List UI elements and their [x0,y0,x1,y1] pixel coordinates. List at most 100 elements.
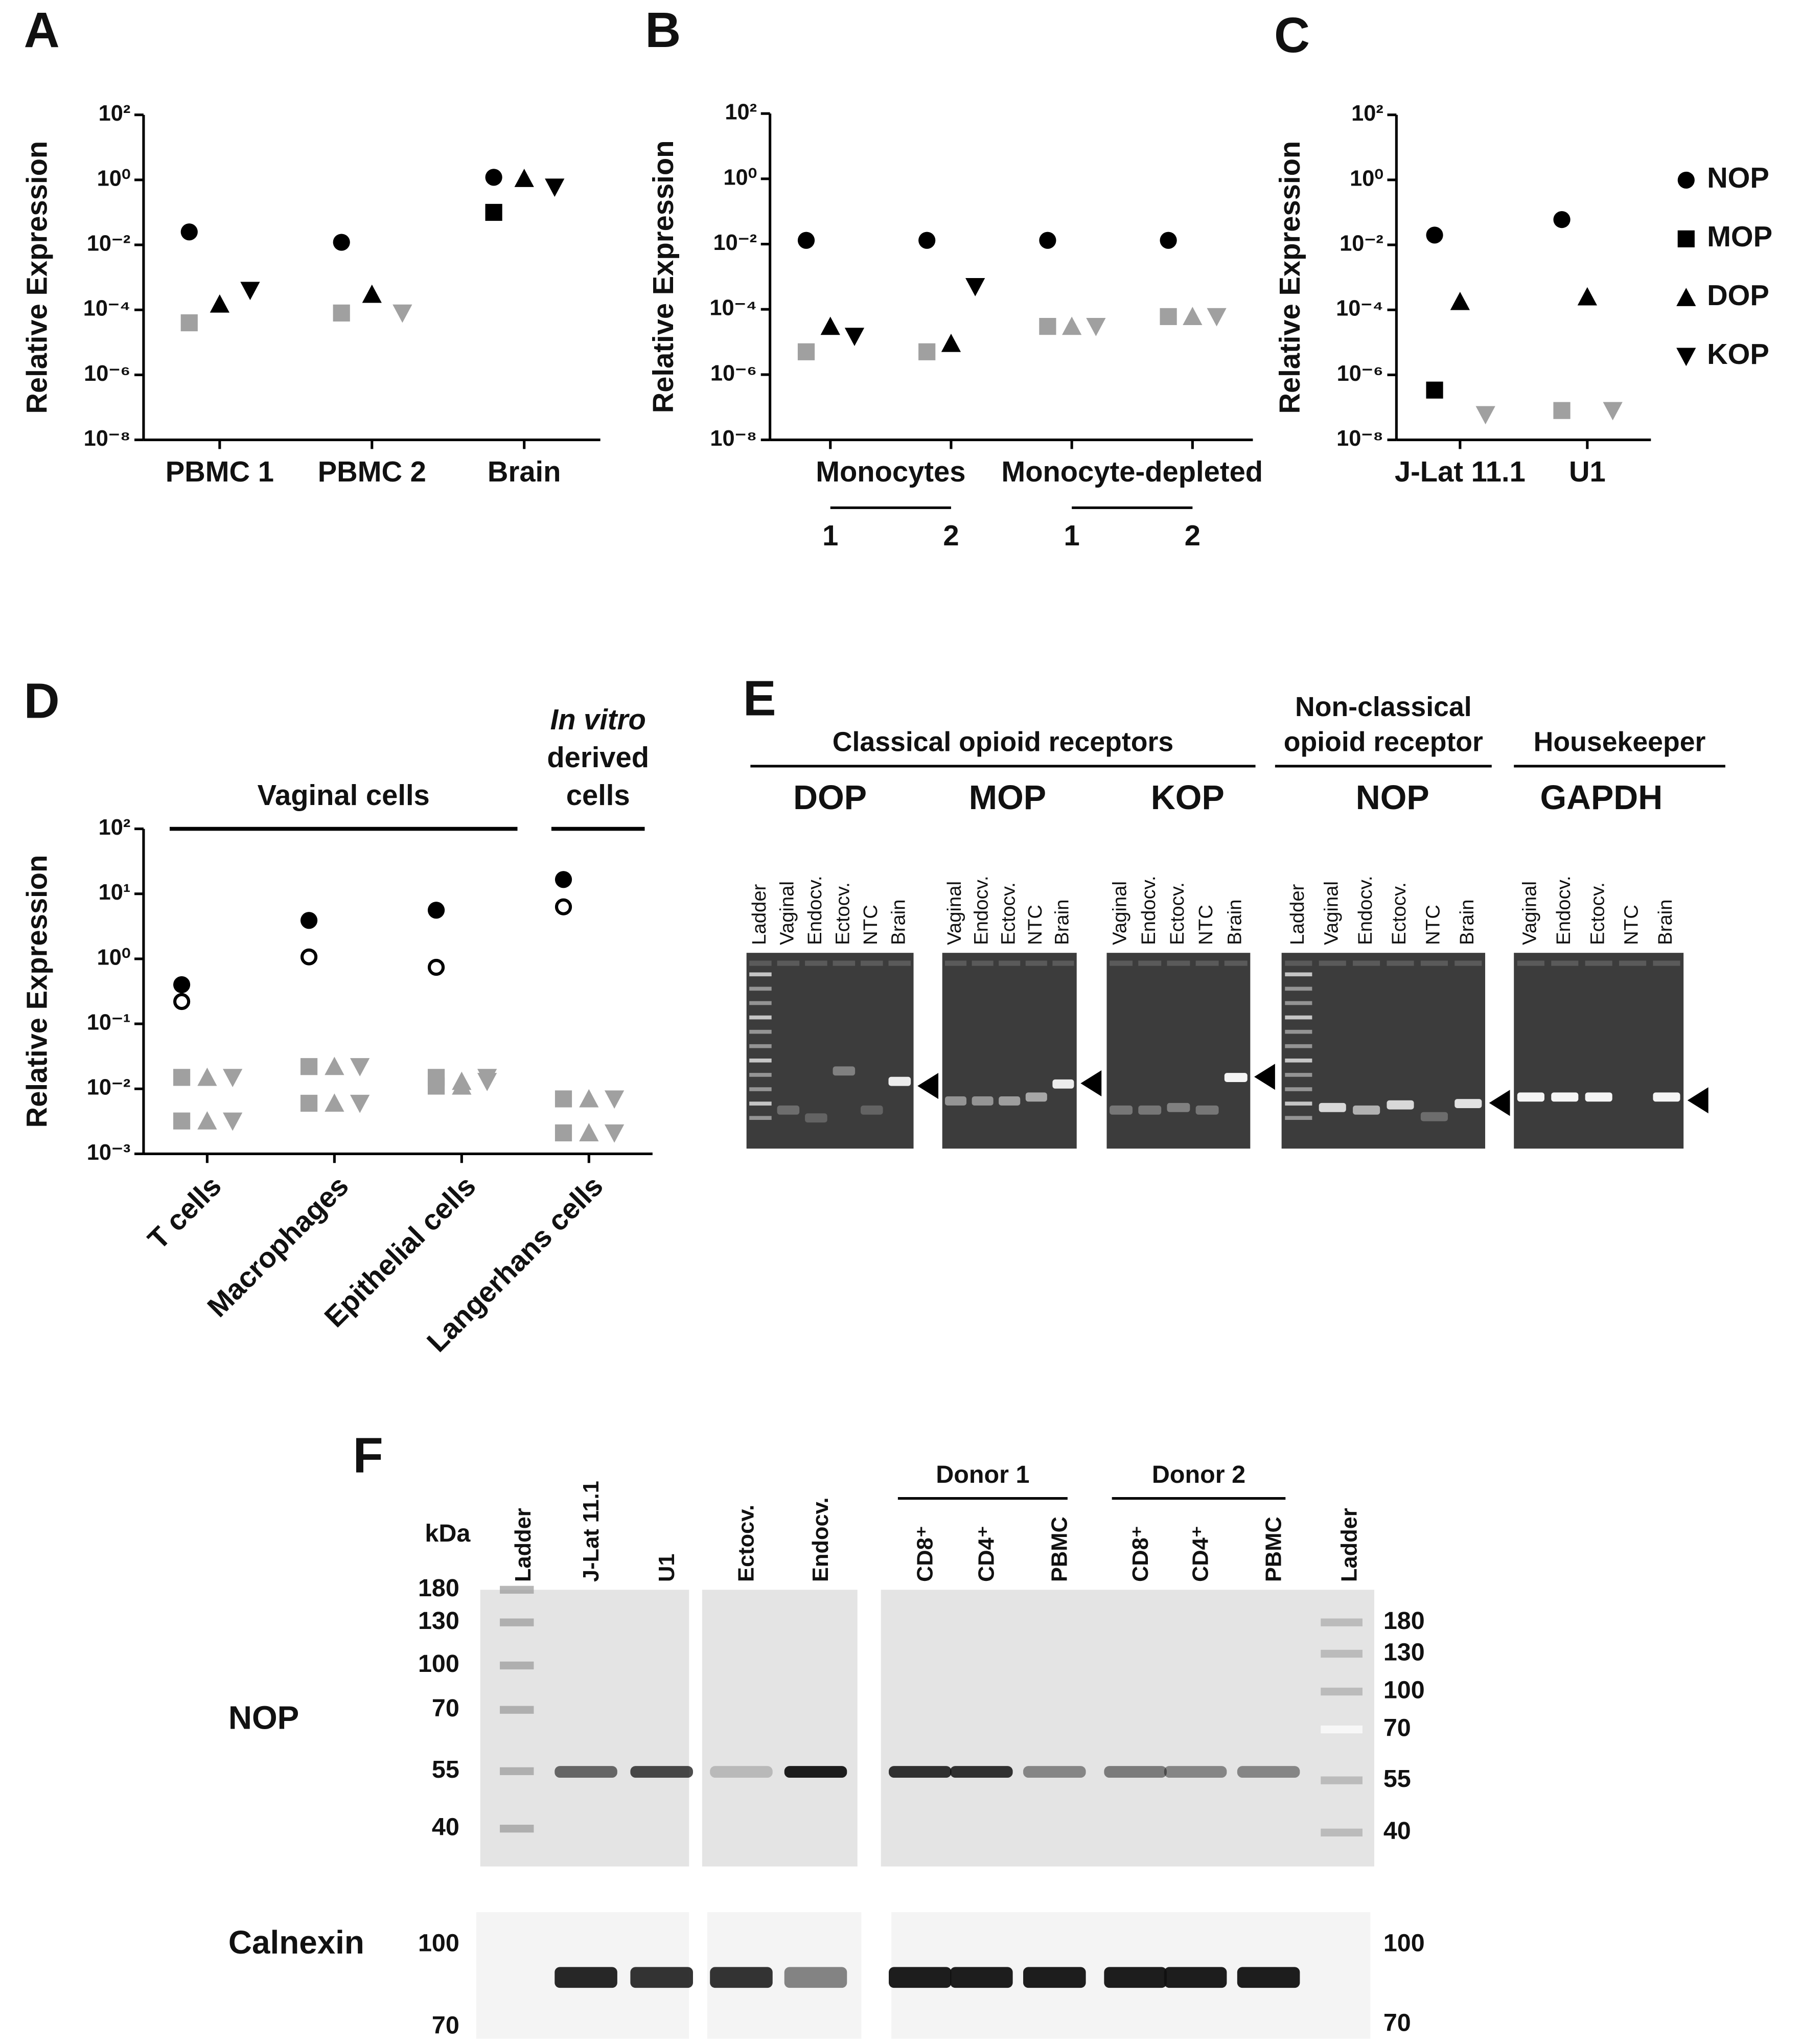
y-tick-label: 10⁻⁴ [709,296,757,320]
dot [173,976,191,994]
dot [350,1058,370,1076]
marker-label: 100 [418,1930,459,1957]
lane-label: PBMC [1048,1517,1072,1582]
legend-marker [1677,230,1695,247]
panel-letter: D [24,673,60,729]
x-tick-label: T cells [142,1169,227,1255]
lane-label: U1 [655,1554,679,1582]
dot [427,958,445,976]
band [1052,1079,1074,1089]
marker-label: 70 [1383,2009,1411,2036]
gene-name: MOP [969,779,1046,817]
lane-label: Vaginal [943,881,965,945]
ladder-band [1321,1687,1363,1696]
y-tick-label: 10⁻³ [87,1140,131,1165]
band [1585,1092,1612,1102]
ladder-band [749,1029,772,1034]
ladder-band [1321,1776,1363,1784]
dot [300,948,318,966]
dot [1160,232,1177,249]
x-tick-label: PBMC 1 [166,455,274,488]
band [1164,1766,1227,1778]
lane-label: Ectocv. [1388,882,1410,945]
band [888,1076,911,1086]
y-tick-label: 10² [99,815,131,840]
marker-label: 100 [1383,1930,1425,1957]
section-header: opioid receptor [1284,727,1483,757]
ladder-band [749,1073,772,1077]
band-arrow [917,1073,939,1099]
marker-label: 130 [1383,1638,1425,1666]
lane-label: Endocv. [809,1497,833,1582]
well [1224,960,1248,966]
dot [173,1112,191,1130]
band [1387,1100,1414,1110]
x-tick-label: J-Lat 11.1 [1395,455,1526,488]
ladder-band [500,1586,534,1594]
band [1167,1103,1190,1112]
y-axis-label: Relative Expression [1274,141,1306,414]
legend-marker [1676,348,1696,366]
ladder-band [1285,1101,1312,1106]
band [1023,1967,1086,1988]
dot [1450,291,1470,310]
lane-label: Ectocv. [832,882,853,945]
band [710,1967,773,1988]
gel [1281,953,1486,1149]
marker-label: 40 [432,1813,459,1841]
well [1052,960,1074,966]
section-header: Non-classical [1295,692,1472,722]
legend-label: DOP [1707,279,1769,311]
x-tick-label: 1 [1064,519,1080,552]
well [1517,960,1544,966]
dot [918,343,936,360]
band [784,1766,847,1778]
y-tick-label: 10⁻² [713,231,757,255]
lane-label: J-Lat 11.1 [579,1481,604,1582]
well [1585,960,1612,966]
x-tick-label: 2 [943,519,959,552]
dot [844,328,865,346]
dot [941,333,961,352]
legend-label: MOP [1707,220,1772,252]
band [1420,1112,1448,1121]
band [784,1967,847,1988]
dot [362,284,382,303]
well [1025,960,1047,966]
band [889,1766,952,1778]
dot [210,294,230,313]
band [1025,1092,1047,1102]
band [1138,1105,1162,1115]
lane-label: CD4⁺ [1188,1526,1213,1582]
ladder-band [1285,1015,1312,1020]
well [833,960,856,966]
band [861,1105,883,1115]
lane-label: Brain [1223,899,1245,945]
band [777,1105,800,1115]
band [1104,1967,1167,1988]
dot [180,223,198,241]
gel [1106,953,1251,1149]
y-tick-label: 10² [99,101,131,126]
dot [477,1073,497,1091]
x-tick-label: 2 [1185,519,1200,552]
marker-label: 180 [1383,1607,1425,1635]
y-tick-label: 10⁰ [723,165,757,190]
well [1167,960,1190,966]
ladder-band [1285,1029,1312,1034]
dot [197,1111,217,1130]
ladder-band [1285,986,1312,991]
well [1420,960,1448,966]
row-label: NOP [228,1699,299,1736]
y-tick-label: 10⁰ [97,166,131,191]
y-tick-label: 10⁻⁸ [710,426,757,451]
band [999,1096,1021,1106]
group-label: In vitro [550,703,646,736]
well [1138,960,1162,966]
donor-label: Donor 1 [936,1461,1029,1488]
gene-name: GAPDH [1540,779,1663,817]
ladder-band [749,1101,772,1106]
y-tick-label: 10² [1351,101,1383,126]
well [1319,960,1346,966]
y-tick-label: 10⁻² [87,232,131,256]
